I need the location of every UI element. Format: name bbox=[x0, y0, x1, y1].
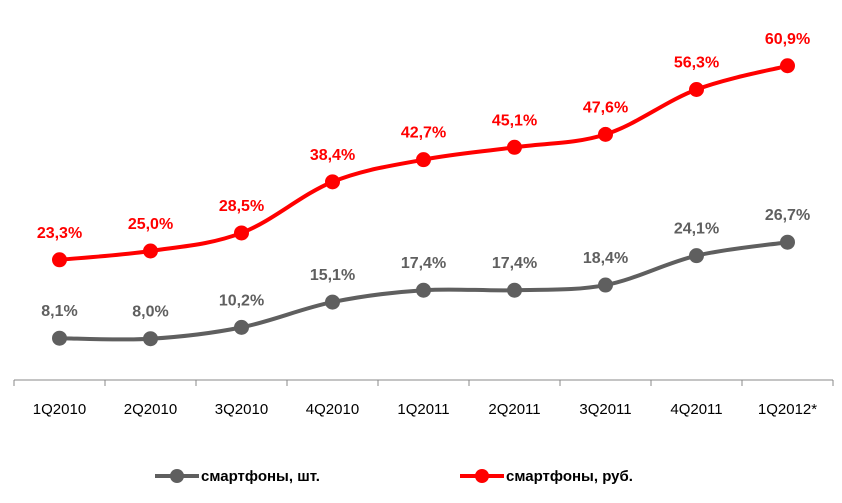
data-point bbox=[689, 81, 704, 97]
data-point bbox=[325, 174, 340, 190]
data-label: 8,0% bbox=[132, 304, 168, 321]
data-point bbox=[507, 139, 522, 155]
legend-item: смартфоны, шт. bbox=[155, 468, 320, 485]
data-label: 23,3% bbox=[37, 225, 82, 242]
data-label: 15,1% bbox=[310, 267, 355, 284]
x-tick-label: 3Q2011 bbox=[579, 401, 631, 418]
x-tick-label: 2Q2011 bbox=[488, 401, 540, 418]
data-label: 28,5% bbox=[219, 198, 264, 215]
data-point bbox=[598, 126, 613, 142]
x-tick-label: 4Q2011 bbox=[670, 401, 722, 418]
data-point bbox=[507, 282, 522, 298]
data-label: 18,4% bbox=[583, 250, 628, 267]
legend-item: смартфоны, руб. bbox=[460, 468, 633, 485]
data-point bbox=[598, 277, 613, 293]
data-point bbox=[143, 331, 158, 347]
data-label: 60,9% bbox=[765, 31, 810, 48]
data-point bbox=[52, 252, 67, 268]
data-point bbox=[416, 282, 431, 298]
data-point bbox=[52, 330, 67, 346]
data-label: 26,7% bbox=[765, 207, 810, 224]
data-point bbox=[325, 294, 340, 310]
legend-dot-marker bbox=[170, 469, 184, 483]
x-tick-label: 1Q2010 bbox=[33, 401, 86, 418]
data-label: 42,7% bbox=[401, 125, 446, 142]
x-tick-label: 1Q2011 bbox=[397, 401, 449, 418]
data-point bbox=[689, 248, 704, 264]
x-tick-label: 2Q2010 bbox=[124, 401, 177, 418]
data-label: 38,4% bbox=[310, 147, 355, 164]
legend-label: смартфоны, шт. bbox=[201, 468, 320, 485]
legend-dot-marker bbox=[475, 469, 489, 483]
data-point bbox=[780, 58, 795, 74]
data-label: 17,4% bbox=[492, 255, 537, 272]
data-label: 47,6% bbox=[583, 99, 628, 116]
data-point bbox=[416, 152, 431, 168]
data-point bbox=[780, 234, 795, 250]
data-label: 8,1% bbox=[41, 303, 77, 320]
legend-label: смартфоны, руб. bbox=[506, 468, 633, 485]
data-label: 25,0% bbox=[128, 216, 173, 233]
x-tick-label: 3Q2010 bbox=[215, 401, 268, 418]
data-label: 45,1% bbox=[492, 112, 537, 129]
data-label: 56,3% bbox=[674, 54, 719, 71]
data-point bbox=[143, 243, 158, 259]
data-label: 17,4% bbox=[401, 255, 446, 272]
data-point bbox=[234, 319, 249, 335]
data-label: 10,2% bbox=[219, 292, 264, 309]
data-label: 24,1% bbox=[674, 221, 719, 238]
x-tick-label: 1Q2012* bbox=[758, 401, 817, 418]
data-point bbox=[234, 225, 249, 241]
x-tick-label: 4Q2010 bbox=[306, 401, 359, 418]
